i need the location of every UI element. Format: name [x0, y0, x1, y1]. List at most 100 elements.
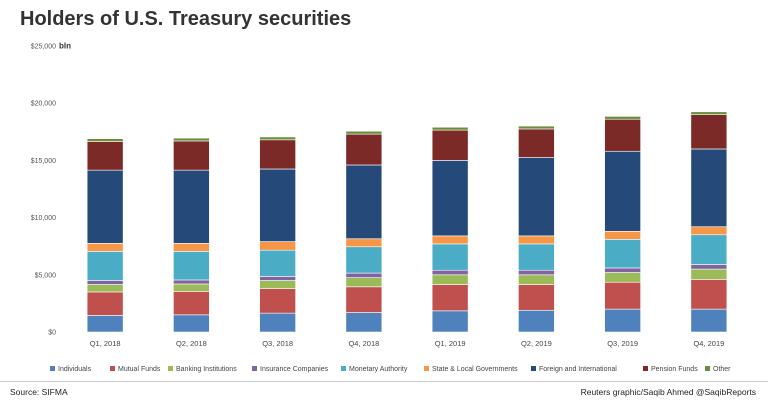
bar-segment [345, 312, 383, 333]
bar-segment [173, 243, 210, 252]
bar-segment [690, 264, 728, 270]
bar-segment [345, 130, 383, 135]
bar-segment [518, 284, 555, 311]
bar-segment [431, 243, 469, 271]
chart-title: Holders of U.S. Treasury securities [20, 8, 352, 30]
x-category-label: Q2, 2018 [176, 339, 207, 348]
legend-label: Monetary Authority [349, 366, 408, 373]
bar-segment [690, 234, 728, 265]
legend-swatch [168, 366, 173, 371]
y-tick-label: $5,000 [35, 272, 57, 279]
bar-segment [86, 251, 124, 281]
bar-segment [518, 309, 555, 333]
bar-segment [518, 125, 555, 130]
bar-segment [518, 128, 555, 158]
bar-segment [431, 269, 469, 276]
legend-label: Foreign and International [539, 366, 617, 373]
bar-segment [518, 269, 555, 276]
bar-segment [86, 280, 124, 285]
legend-label: Individuals [58, 366, 92, 373]
bar-segment [259, 249, 296, 277]
legend-swatch [252, 366, 257, 371]
legend-label: Insurance Companies [260, 366, 329, 373]
bar-segment [431, 310, 469, 333]
bar-segment [431, 160, 469, 237]
bar-segment [259, 241, 296, 251]
bar-segment [86, 291, 124, 316]
bar-segment [86, 169, 124, 244]
y-tick-label: $10,000 [31, 215, 56, 222]
x-category-label: Q2, 2019 [521, 339, 552, 348]
bar-segment [690, 226, 728, 236]
bar-segment [604, 272, 641, 283]
bar-segment [259, 288, 296, 314]
bar-segment [259, 276, 296, 281]
bar-segment [86, 138, 124, 142]
legend-swatch [341, 366, 346, 371]
bar-segment [604, 239, 641, 269]
y-tick-label: $15,000 [31, 158, 56, 165]
bar-segment [173, 169, 210, 244]
legend-swatch [705, 366, 710, 371]
legend-swatch [110, 366, 115, 371]
legend-swatch [531, 366, 536, 371]
bar-segment [173, 279, 210, 285]
source-note: Source: SIFMA [10, 387, 68, 397]
legend-label: Mutual Funds [118, 366, 161, 373]
bar-segment [345, 238, 383, 248]
bar-segment [431, 129, 469, 161]
bar-segment [345, 246, 383, 274]
y-tick-label: $20,000 [31, 101, 56, 108]
bar-segment [604, 231, 641, 240]
y-axis-unit: bln [59, 42, 71, 51]
x-category-label: Q3, 2018 [262, 339, 293, 348]
bar-segment [604, 150, 641, 232]
bar-segment [518, 274, 555, 285]
bar-segment [604, 308, 641, 333]
bar-segment [173, 283, 210, 292]
x-category-label: Q3, 2019 [607, 339, 638, 348]
bar-segment [431, 126, 469, 131]
y-tick-label: $0 [48, 330, 56, 337]
bar-segment [259, 168, 296, 242]
bar-segment [690, 114, 728, 150]
bar-segment [604, 118, 641, 152]
bar-segment [690, 148, 728, 228]
bar-segment [345, 272, 383, 278]
bar-segment [259, 312, 296, 333]
bar-segment [173, 140, 210, 171]
footer-divider [0, 381, 768, 382]
bar-segment [345, 277, 383, 288]
bar-segment [173, 291, 210, 316]
bar-segment [518, 157, 555, 237]
bar-segment [690, 111, 728, 115]
bar-segment [86, 284, 124, 293]
bar-segment [345, 164, 383, 240]
graphic-credit: Reuters graphic/Saqib Ahmed @SaqibReport… [580, 387, 756, 397]
legend-swatch [50, 366, 55, 371]
bar-segment [173, 251, 210, 281]
bar-segment [604, 281, 641, 310]
bar-segment [86, 141, 124, 171]
bar-segment [604, 116, 641, 120]
bar-segment [86, 315, 124, 333]
bar-segment [431, 274, 469, 285]
x-category-label: Q4, 2018 [348, 339, 379, 348]
x-category-label: Q1, 2019 [435, 339, 466, 348]
y-tick-label: $25,000 [31, 44, 56, 51]
bar-segment [518, 243, 555, 271]
legend-swatch [643, 366, 648, 371]
legend-label: Banking Institutions [176, 366, 237, 373]
bar-segment [690, 279, 728, 310]
legend-label: Pension Funds [651, 366, 698, 373]
legend-label: Other [713, 366, 731, 373]
bar-segment [86, 243, 124, 252]
legend-label: State & Local Governments [432, 366, 518, 373]
legend-swatch [424, 366, 429, 371]
bar-segment [345, 133, 383, 166]
bar-segment [604, 267, 641, 273]
bar-segment [259, 136, 296, 141]
bar-segment [345, 286, 383, 313]
x-category-label: Q1, 2018 [90, 339, 121, 348]
bar-segment [431, 284, 469, 312]
